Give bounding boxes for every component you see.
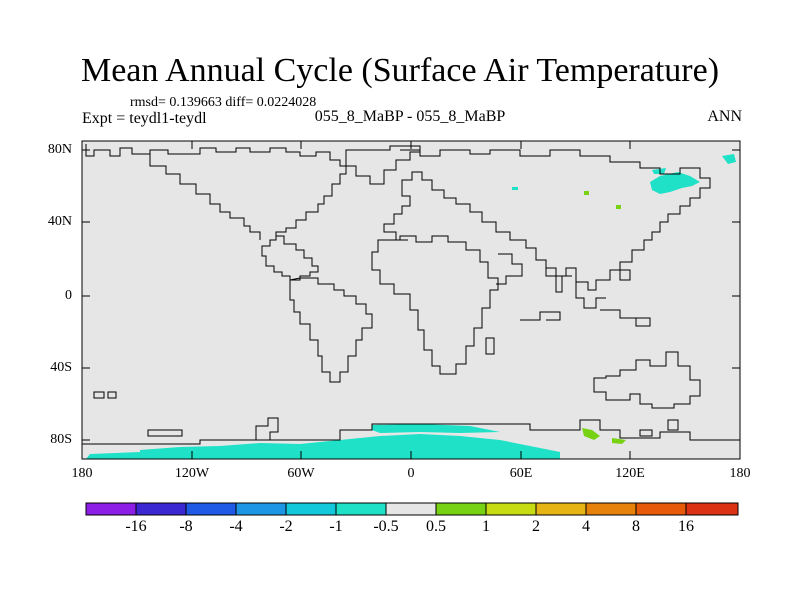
lon-label-180e: 180 <box>729 466 751 481</box>
colorbar-box-9 <box>535 502 587 516</box>
lat-label-40n: 40N <box>47 214 72 229</box>
colorbar-label: -16 <box>125 518 147 535</box>
colorbar-box-3 <box>235 502 287 516</box>
lon-label-120w: 120W <box>174 466 210 481</box>
colorbar-box-4 <box>285 502 337 516</box>
colorbar-label: -4 <box>229 518 243 535</box>
map-plot-area <box>82 141 740 459</box>
lon-label-180w: 180 <box>71 466 93 481</box>
shade-small-greenland <box>616 205 621 209</box>
shade-antarctic-west <box>86 452 140 459</box>
lon-label-60w: 60W <box>287 466 315 481</box>
colorbar-label: -1 <box>329 518 343 535</box>
shade-small-siberia <box>584 191 589 195</box>
lat-label-80n: 80N <box>47 142 72 157</box>
shade-small-arctic <box>512 187 518 190</box>
colorbar-box-5 <box>335 502 387 516</box>
colorbar-label: 1 <box>482 518 490 535</box>
shade-antarctic-shelf <box>372 424 500 433</box>
colorbar-box-6 <box>385 502 437 516</box>
coastlines <box>82 144 740 445</box>
shade-northeast-asia <box>650 172 700 194</box>
colorbar-box-10 <box>585 502 637 516</box>
shade-arctic-coast-2 <box>652 168 666 174</box>
rmsd-diff-stats: rmsd= 0.139663 diff= 0.0224028 <box>130 95 317 110</box>
colorbar-label: -2 <box>279 518 293 535</box>
colorbar-label: 16 <box>678 518 694 535</box>
colorbar-box-8 <box>485 502 537 516</box>
experiment-label: Expt = teydl1-teydl <box>82 110 207 127</box>
colorbar-box-12 <box>685 502 739 516</box>
shade-positive-antarctic <box>582 428 600 440</box>
case-label: 055_8_MaBP - 055_8_MaBP <box>314 108 506 125</box>
lon-label-120e: 120E <box>615 466 645 481</box>
lat-label-40s: 40S <box>50 360 72 375</box>
map-title: Mean Annual Cycle (Surface Air Temperatu… <box>80 52 720 89</box>
season-label: ANN <box>707 108 742 125</box>
colorbar <box>85 502 739 516</box>
colorbar-box-7 <box>435 502 487 516</box>
lon-label-60e: 60E <box>509 466 533 481</box>
colorbar-label: 8 <box>632 518 640 535</box>
axis-ticks <box>81 141 741 459</box>
shaded-regions <box>86 154 736 459</box>
shade-positive-antarctic-2 <box>612 438 626 444</box>
colorbar-box-2 <box>185 502 237 516</box>
lon-label-0: 0 <box>407 466 415 481</box>
colorbar-box-1 <box>135 502 187 516</box>
colorbar-label: -8 <box>179 518 193 535</box>
colorbar-label: 2 <box>532 518 540 535</box>
colorbar-box-0 <box>85 502 137 516</box>
lat-label-80s: 80S <box>50 432 72 447</box>
lat-label-0: 0 <box>65 288 72 303</box>
shade-antarctic-main <box>140 434 560 459</box>
colorbar-label: 0.5 <box>426 518 446 535</box>
colorbar-label: 4 <box>582 518 590 535</box>
shade-arctic-coast <box>722 154 736 164</box>
colorbar-label: -0.5 <box>373 518 399 535</box>
colorbar-box-11 <box>635 502 687 516</box>
